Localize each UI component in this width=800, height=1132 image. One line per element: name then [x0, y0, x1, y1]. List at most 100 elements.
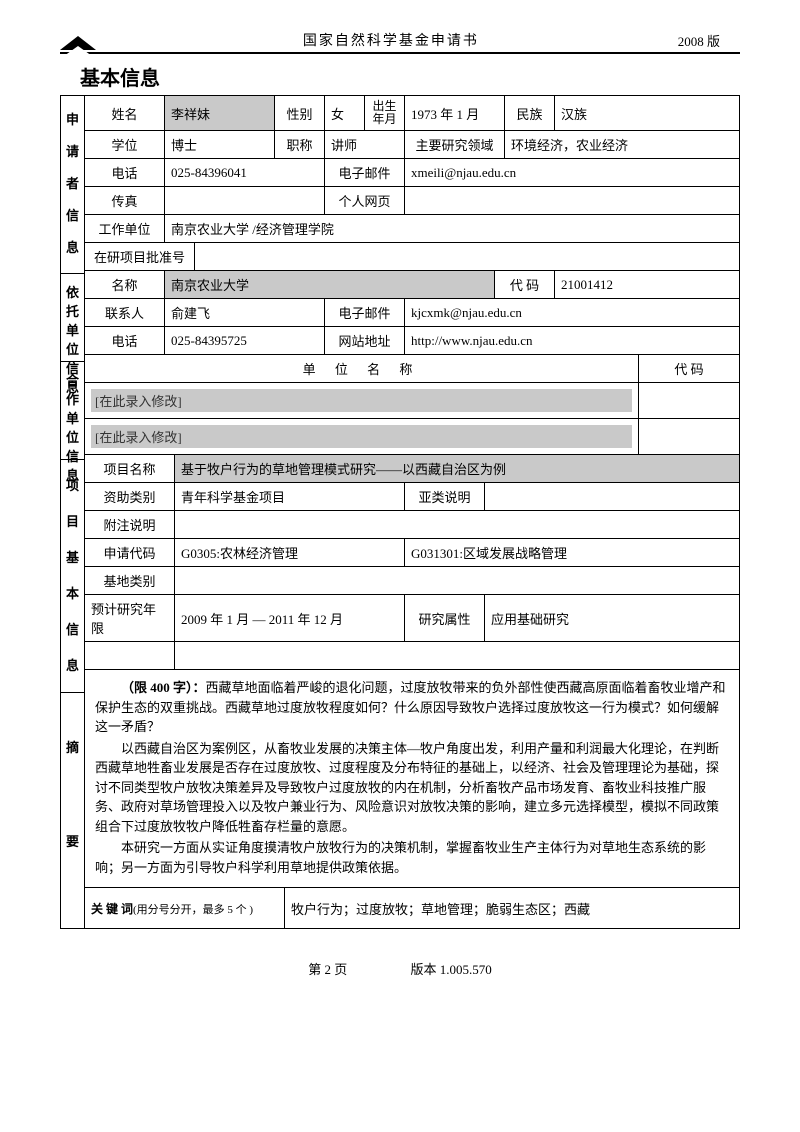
birth-label: 出生年月 [365, 96, 405, 130]
field-value: 环境经济，农业经济 [505, 131, 739, 158]
form-container: 申请者信息 依托单位信息 合作单位信息 项目基本信息 摘要 姓名 李祥妹 性别 … [60, 95, 740, 929]
inst-email-value: kjcxmk@njau.edu.cn [405, 299, 739, 326]
doc-version: 2008 版 [678, 31, 740, 50]
proj-attr-label: 研究属性 [405, 595, 485, 641]
row-partner1: [在此录入修改] [85, 383, 739, 419]
row-inst-name: 名称 南京农业大学 代 码 21001412 [85, 271, 739, 299]
partner1-input[interactable]: [在此录入修改] [91, 389, 632, 412]
build-version: 版本 1.005.570 [411, 959, 492, 978]
row-partner2: [在此录入修改] [85, 419, 739, 455]
partner1-code [639, 383, 739, 418]
ethnic-value: 汉族 [555, 96, 739, 130]
keywords-value: 牧户行为；过度放牧；草地管理；脆弱生态区；西藏 [285, 888, 739, 928]
inst-email-label: 电子邮件 [325, 299, 405, 326]
keywords-label: 关 键 词 [91, 902, 133, 916]
page-number: 第 2 页 [308, 959, 347, 978]
row-inst-contact: 联系人 俞建飞 电子邮件 kjcxmk@njau.edu.cn [85, 299, 739, 327]
sidebar-project: 项目基本信息 [61, 459, 84, 692]
proj-note-value [175, 511, 739, 538]
partner2-cell: [在此录入修改] [85, 419, 639, 454]
logo-icon [60, 36, 96, 50]
proj-note-label: 附注说明 [85, 511, 175, 538]
sidebar-abstract: 摘要 [61, 692, 84, 897]
row-partner-header: 单 位 名 称 代 码 [85, 355, 739, 383]
doc-title: 国家自然科学基金申请书 [104, 30, 678, 50]
inst-website-label: 网站地址 [325, 327, 405, 354]
proj-fund-label: 资助类别 [85, 483, 175, 510]
abstract-p2: 以西藏自治区为案例区，从畜牧业发展的决策主体—牧户角度出发，利用产量和利润最大化… [95, 739, 729, 837]
abstract-text: （限 400 字）：西藏草地面临着严峻的退化问题，过度放牧带来的负外部性使西藏高… [85, 670, 739, 887]
row-inst-phone: 电话 025-84395725 网站地址 http://www.njau.edu… [85, 327, 739, 355]
field-label: 主要研究领域 [405, 131, 505, 158]
email-value: xmeili@njau.edu.cn [405, 159, 739, 186]
partner2-code [639, 419, 739, 454]
partner-code-header: 代 码 [639, 355, 739, 382]
sidebar-partner: 合作单位信息 [61, 361, 84, 459]
proj-empty-label [85, 642, 175, 669]
content-area: 姓名 李祥妹 性别 女 出生年月 1973 年 1 月 民族 汉族 学位 博士 … [85, 96, 739, 928]
gender-value: 女 [325, 96, 365, 130]
inst-name-value: 南京农业大学 [165, 271, 495, 298]
title-label: 职称 [275, 131, 325, 158]
inst-phone-value: 025-84395725 [165, 327, 325, 354]
degree-value: 博士 [165, 131, 275, 158]
row-proj-duration: 预计研究年限 2009 年 1 月 — 2011 年 12 月 研究属性 应用基… [85, 595, 739, 642]
proj-code-label: 申请代码 [85, 539, 175, 566]
row-fax: 传真 个人网页 [85, 187, 739, 215]
email-label: 电子邮件 [325, 159, 405, 186]
ongoing-value [195, 243, 739, 270]
keywords-hint: (用分号分开，最多 5 个 ) [133, 904, 253, 916]
sidebar: 申请者信息 依托单位信息 合作单位信息 项目基本信息 摘要 [61, 96, 85, 928]
row-proj-base: 基地类别 [85, 567, 739, 595]
keywords-label-cell: 关 键 词(用分号分开，最多 5 个 ) [85, 888, 285, 928]
fax-label: 传真 [85, 187, 165, 214]
row-proj-empty [85, 642, 739, 670]
proj-base-label: 基地类别 [85, 567, 175, 594]
abstract-prefix: （限 400 字）： [121, 680, 206, 695]
row-keywords: 关 键 词(用分号分开，最多 5 个 ) 牧户行为；过度放牧；草地管理；脆弱生态… [85, 888, 739, 928]
proj-fund-value: 青年科学基金项目 [175, 483, 405, 510]
name-value: 李祥妹 [165, 96, 275, 130]
proj-duration-label: 预计研究年限 [85, 595, 175, 641]
page-header: 国家自然科学基金申请书 2008 版 [60, 30, 740, 54]
title-value: 讲师 [325, 131, 405, 158]
section-title: 基本信息 [80, 62, 740, 91]
inst-code-label: 代 码 [495, 271, 555, 298]
row-ongoing: 在研项目批准号 [85, 243, 739, 271]
phone-value: 025-84396041 [165, 159, 325, 186]
partner-unit-header: 单 位 名 称 [85, 355, 639, 382]
partner2-input[interactable]: [在此录入修改] [91, 425, 632, 448]
gender-label: 性别 [275, 96, 325, 130]
row-abstract: （限 400 字）：西藏草地面临着严峻的退化问题，过度放牧带来的负外部性使西藏高… [85, 670, 739, 888]
proj-subtype-value [485, 483, 739, 510]
row-proj-code: 申请代码 G0305:农林经济管理 G031301:区域发展战略管理 [85, 539, 739, 567]
partner1-cell: [在此录入修改] [85, 383, 639, 418]
inst-name-label: 名称 [85, 271, 165, 298]
proj-base-value [175, 567, 739, 594]
abstract-p3: 本研究一方面从实证角度摸清牧户放牧行为的决策机制，掌握畜牧业生产主体行为对草地生… [95, 838, 729, 877]
sidebar-institution: 依托单位信息 [61, 273, 84, 361]
workplace-value: 南京农业大学 /经济管理学院 [165, 215, 739, 242]
inst-website-value: http://www.njau.edu.cn [405, 327, 739, 354]
proj-attr-value: 应用基础研究 [485, 595, 739, 641]
proj-code2: G031301:区域发展战略管理 [405, 539, 739, 566]
proj-duration-value: 2009 年 1 月 — 2011 年 12 月 [175, 595, 405, 641]
inst-contact-label: 联系人 [85, 299, 165, 326]
ethnic-label: 民族 [505, 96, 555, 130]
homepage-value [405, 187, 739, 214]
proj-name-label: 项目名称 [85, 455, 175, 482]
inst-contact-value: 俞建飞 [165, 299, 325, 326]
workplace-label: 工作单位 [85, 215, 165, 242]
row-degree: 学位 博士 职称 讲师 主要研究领域 环境经济，农业经济 [85, 131, 739, 159]
row-proj-name: 项目名称 基于牧户行为的草地管理模式研究——以西藏自治区为例 [85, 455, 739, 483]
page-footer: 第 2 页 版本 1.005.570 [60, 959, 740, 978]
name-label: 姓名 [85, 96, 165, 130]
sidebar-applicant: 申请者信息 [61, 96, 84, 273]
degree-label: 学位 [85, 131, 165, 158]
proj-name-value: 基于牧户行为的草地管理模式研究——以西藏自治区为例 [175, 455, 739, 482]
row-phone: 电话 025-84396041 电子邮件 xmeili@njau.edu.cn [85, 159, 739, 187]
birth-value: 1973 年 1 月 [405, 96, 505, 130]
proj-code1: G0305:农林经济管理 [175, 539, 405, 566]
inst-code-value: 21001412 [555, 271, 739, 298]
phone-label: 电话 [85, 159, 165, 186]
